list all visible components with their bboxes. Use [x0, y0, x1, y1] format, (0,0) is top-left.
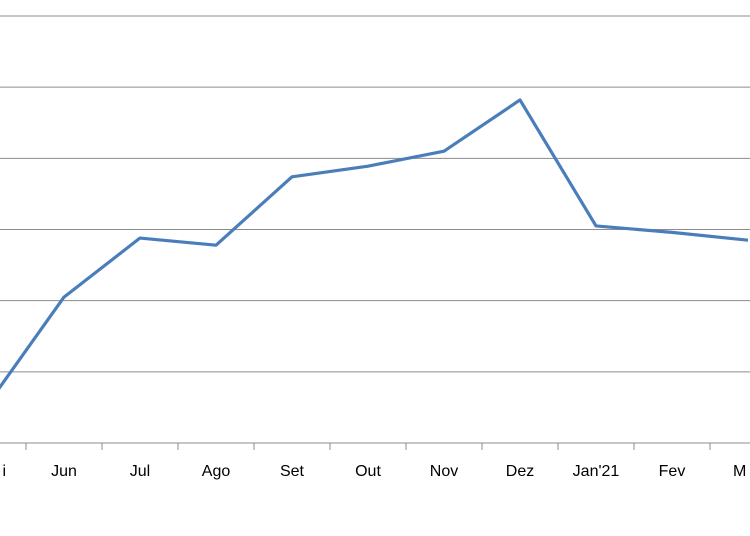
x-tick-label: Jul	[130, 463, 150, 480]
x-tick-label: M	[733, 463, 746, 480]
x-tick-label: Dez	[506, 463, 534, 480]
x-tick-label: Jun	[51, 463, 77, 480]
x-tick-label: Fev	[659, 463, 686, 480]
x-tick-label: Jan'21	[573, 463, 620, 480]
x-tick-label: Nov	[430, 463, 458, 480]
x-tick-label: i	[2, 463, 6, 480]
x-tick-label: Ago	[202, 463, 231, 480]
data-line	[0, 98, 749, 390]
x-tick-label: Out	[355, 463, 381, 480]
x-tick-label: Set	[280, 463, 305, 480]
